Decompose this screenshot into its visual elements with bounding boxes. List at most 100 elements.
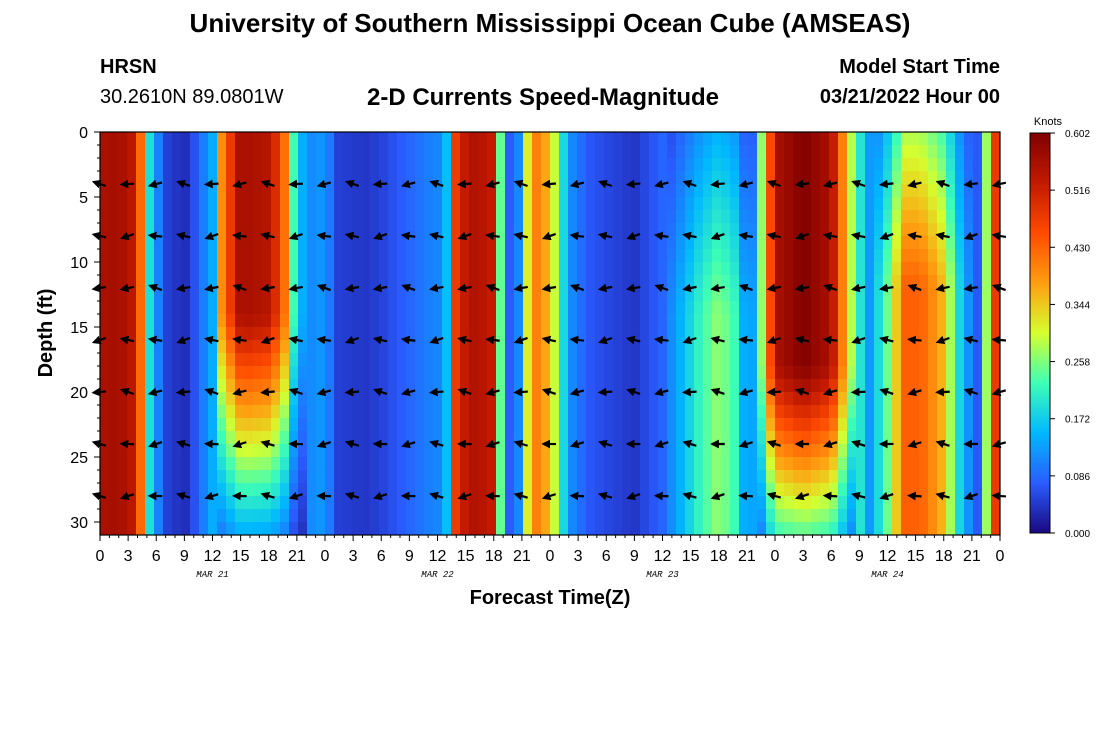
heatmap-cell <box>253 418 263 432</box>
heatmap-cell <box>622 483 632 497</box>
heatmap-cell <box>586 457 596 471</box>
heatmap-cell <box>451 249 461 263</box>
heatmap-cell <box>298 522 308 536</box>
heatmap-cell <box>838 184 848 198</box>
heatmap-cell <box>316 496 326 510</box>
heatmap-cell <box>451 288 461 302</box>
heatmap-cell <box>352 509 362 523</box>
heatmap-cell <box>541 262 551 276</box>
heatmap-cell <box>964 340 974 354</box>
heatmap-cell <box>253 392 263 406</box>
heatmap-cell <box>928 210 938 224</box>
heatmap-cell <box>451 158 461 172</box>
current-vector-arrow <box>879 231 894 241</box>
heatmap-cell <box>739 418 749 432</box>
heatmap-cell <box>136 483 146 497</box>
heatmap-cell <box>829 145 839 159</box>
heatmap-cell <box>199 353 209 367</box>
model-start-value: 03/21/2022 Hour 00 <box>819 86 1000 108</box>
x-tick-label: 18 <box>935 548 953 565</box>
heatmap-cell <box>226 444 236 458</box>
heatmap-cell <box>154 210 164 224</box>
heatmap-cell <box>172 223 182 237</box>
heatmap-cell <box>361 262 371 276</box>
heatmap-cell <box>361 392 371 406</box>
heatmap-cell <box>928 470 938 484</box>
heatmap-cell <box>802 496 812 510</box>
heatmap-cell <box>442 496 452 510</box>
heatmap-cell <box>469 379 479 393</box>
heatmap-cell <box>991 223 1001 237</box>
heatmap-cell <box>685 483 695 497</box>
heatmap-cell <box>496 353 506 367</box>
heatmap-cell <box>955 158 965 172</box>
heatmap-cell <box>244 314 254 328</box>
heatmap-cell <box>127 405 137 419</box>
heatmap-cell <box>334 184 344 198</box>
heatmap-cell <box>838 353 848 367</box>
heatmap-cell <box>712 379 722 393</box>
current-vector-arrow <box>316 387 332 397</box>
heatmap-cell <box>703 236 713 250</box>
heatmap-cell <box>460 509 470 523</box>
heatmap-cell <box>460 496 470 510</box>
heatmap-cell <box>163 444 173 458</box>
heatmap-cell <box>649 158 659 172</box>
heatmap-cell <box>379 340 389 354</box>
heatmap-cell <box>514 366 524 380</box>
heatmap-cell <box>496 197 506 211</box>
heatmap-cell <box>271 483 281 497</box>
heatmap-cell <box>415 509 425 523</box>
heatmap-cell <box>127 314 137 328</box>
heatmap-cell <box>451 470 461 484</box>
heatmap-cell <box>523 314 533 328</box>
heatmap-cell <box>307 496 317 510</box>
heatmap-cell <box>397 431 407 445</box>
heatmap-cell <box>379 470 389 484</box>
heatmap-cell <box>946 171 956 185</box>
heatmap-cell <box>334 301 344 315</box>
heatmap-cell <box>748 249 758 263</box>
heatmap-cell <box>370 327 380 341</box>
heatmap-cell <box>901 496 911 510</box>
heatmap-cell <box>667 145 677 159</box>
heatmap-cell <box>568 314 578 328</box>
heatmap-cell <box>613 405 623 419</box>
heatmap-cell <box>649 210 659 224</box>
heatmap-cell <box>532 431 542 445</box>
current-vector-arrow <box>569 231 585 241</box>
heatmap-cell <box>163 509 173 523</box>
heatmap-cell <box>109 314 119 328</box>
heatmap-cell <box>154 197 164 211</box>
heatmap-cell <box>613 223 623 237</box>
heatmap-cell <box>235 158 245 172</box>
heatmap-cell <box>325 470 335 484</box>
heatmap-cell <box>973 249 983 263</box>
heatmap-cell <box>541 184 551 198</box>
heatmap-cell <box>496 145 506 159</box>
heatmap-cell <box>973 145 983 159</box>
heatmap-cell <box>163 418 173 432</box>
heatmap-cell <box>640 158 650 172</box>
heatmap-cell <box>640 418 650 432</box>
heatmap-cell <box>100 262 110 276</box>
heatmap-cell <box>253 262 263 276</box>
heatmap-cell <box>280 184 290 198</box>
heatmap-cell <box>613 327 623 341</box>
heatmap-cell <box>955 522 965 536</box>
current-vector-arrow <box>457 387 472 397</box>
heatmap-cell <box>379 431 389 445</box>
heatmap-cell <box>874 405 884 419</box>
heatmap-cell <box>505 275 515 289</box>
heatmap-cell <box>514 249 524 263</box>
heatmap-cell <box>487 158 497 172</box>
heatmap-cell <box>442 210 452 224</box>
heatmap-cell <box>937 392 947 406</box>
heatmap-cell <box>649 314 659 328</box>
heatmap-cell <box>595 522 605 536</box>
current-vector-arrow <box>682 283 697 293</box>
heatmap-cell <box>442 483 452 497</box>
heatmap-cell <box>928 314 938 328</box>
heatmap-cell <box>424 223 434 237</box>
heatmap-cell <box>694 132 704 146</box>
